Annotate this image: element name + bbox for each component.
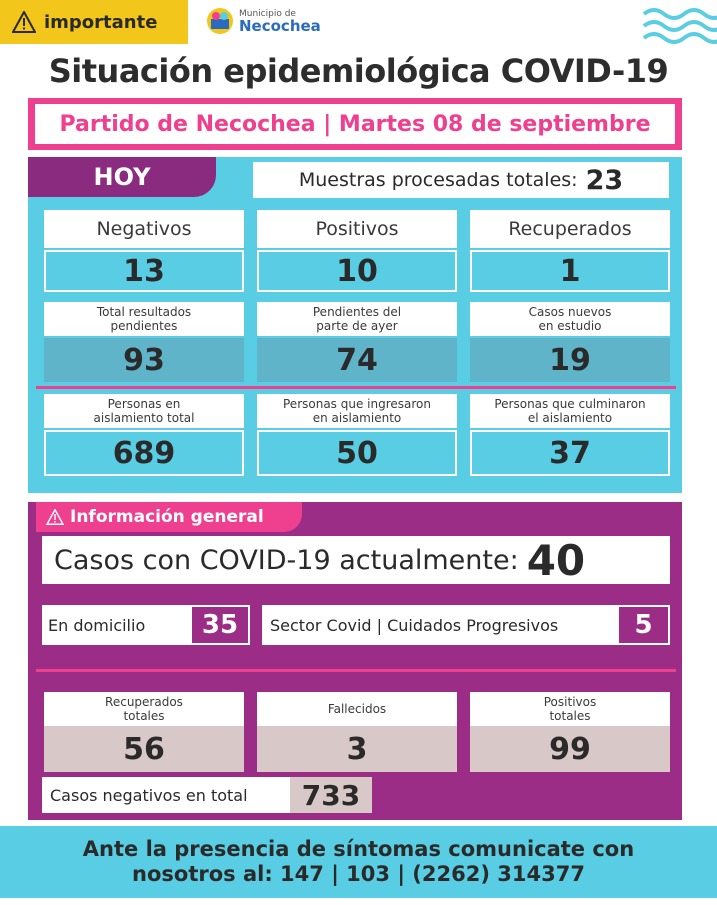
hoy-tab: HOY xyxy=(28,157,216,197)
sector-label-box: Sector Covid | Cuidados Progresivos xyxy=(262,605,617,645)
recuperados-totales-label-2: totales xyxy=(123,709,165,723)
culminaron-label-1: Personas que culminaron xyxy=(494,397,646,411)
negativos-total-label-box: Casos negativos en total xyxy=(42,777,290,813)
pendientes-ayer-label-2: parte de ayer xyxy=(316,319,398,333)
warning-icon xyxy=(46,509,64,525)
sector-value: 5 xyxy=(617,605,670,645)
page-title: Situación epidemiológica COVID-19 xyxy=(48,52,669,90)
culminaron-card-label: Personas que culminaron el aislamiento xyxy=(470,394,670,428)
muestras-box: Muestras procesadas totales: 23 xyxy=(253,162,669,198)
municipio-logo: Municipio de Necochea xyxy=(205,6,321,36)
pendientes-label-1: Total resultados xyxy=(96,305,192,319)
municipio-emblem-icon xyxy=(207,8,233,34)
recuperados-totales-card-label: Recuperados totales xyxy=(44,692,244,726)
pendientes-label-2: pendientes xyxy=(110,319,178,333)
aislamiento-total-card-label: Personas en aislamiento total xyxy=(44,394,244,428)
subtitle-bar: Partido de Necochea | Martes 08 de septi… xyxy=(28,98,682,150)
casos-nuevos-value: 19 xyxy=(470,338,670,382)
recuperados-label: Recuperados xyxy=(508,218,632,240)
ingresaron-label-1: Personas que ingresaron xyxy=(283,397,431,411)
positivos-totales-label-1: Positivos xyxy=(543,695,597,709)
casos-actuales-label: Casos con COVID-19 actualmente: xyxy=(54,544,519,576)
aislamiento-total-value: 689 xyxy=(44,430,244,476)
aislamiento-total-label-1: Personas en xyxy=(107,397,181,411)
positivos-totales-value: 99 xyxy=(470,726,670,772)
info-tab-label: Información general xyxy=(70,507,264,527)
footer-line1: Ante la presencia de síntomas comunicate… xyxy=(82,837,635,861)
casos-nuevos-card-label: Casos nuevos en estudio xyxy=(470,302,670,336)
today-divider xyxy=(36,386,676,389)
casos-nuevos-label-1: Casos nuevos xyxy=(528,305,612,319)
muestras-label: Muestras procesadas totales: xyxy=(298,169,578,191)
domicilio-label-box: En domicilio xyxy=(42,605,190,645)
casos-actuales-value: 40 xyxy=(526,535,586,585)
negativos-label: Negativos xyxy=(96,218,192,240)
negativos-total-value: 733 xyxy=(290,777,372,813)
pendientes-ayer-value: 74 xyxy=(257,338,457,382)
positivos-totales-card-label: Positivos totales xyxy=(470,692,670,726)
subtitle-text: Partido de Necochea | Martes 08 de septi… xyxy=(59,111,651,137)
ingresaron-value: 50 xyxy=(257,430,457,476)
aislamiento-total-label-2: aislamiento total xyxy=(93,411,195,425)
pendientes-card-label: Total resultados pendientes xyxy=(44,302,244,336)
fallecidos-label-1: Fallecidos xyxy=(327,702,387,716)
culminaron-value: 37 xyxy=(470,430,670,476)
positivos-card-label: Positivos xyxy=(257,210,457,248)
footer-line2: nosotros al: 147 | 103 | (2262) 314377 xyxy=(132,862,585,886)
sector-label: Sector Covid | Cuidados Progresivos xyxy=(270,615,559,635)
casos-nuevos-label-2: en estudio xyxy=(538,319,602,333)
domicilio-value: 35 xyxy=(190,605,250,645)
footer-banner: Ante la presencia de síntomas comunicate… xyxy=(0,826,717,898)
recuperados-card-label: Recuperados xyxy=(470,210,670,248)
logo-line2: Necochea xyxy=(239,16,321,35)
ingresaron-card-label: Personas que ingresaron en aislamiento xyxy=(257,394,457,428)
negativos-value: 13 xyxy=(44,250,244,292)
casos-actuales-box: Casos con COVID-19 actualmente: 40 xyxy=(42,535,670,585)
info-divider xyxy=(36,669,676,672)
culminaron-label-2: el aislamiento xyxy=(527,411,613,425)
muestras-value: 23 xyxy=(585,164,624,196)
positivos-label: Positivos xyxy=(315,218,399,240)
domicilio-label: En domicilio xyxy=(48,615,146,635)
pendientes-value: 93 xyxy=(44,338,244,382)
fallecidos-value: 3 xyxy=(257,726,457,772)
recuperados-totales-value: 56 xyxy=(44,726,244,772)
waves-icon xyxy=(642,8,717,44)
badge-label: importante xyxy=(44,11,158,33)
recuperados-totales-label-1: Recuperados xyxy=(105,695,183,709)
ingresaron-label-2: en aislamiento xyxy=(312,411,402,425)
hoy-label: HOY xyxy=(93,163,151,191)
fallecidos-card-label: Fallecidos xyxy=(257,692,457,726)
pendientes-ayer-card-label: Pendientes del parte de ayer xyxy=(257,302,457,336)
logo-line1: Municipio de xyxy=(239,8,296,19)
recuperados-value: 1 xyxy=(470,250,670,292)
info-tab: Información general xyxy=(36,502,302,532)
warning-icon xyxy=(12,11,36,33)
negativos-card-label: Negativos xyxy=(44,210,244,248)
negativos-total-label: Casos negativos en total xyxy=(50,785,248,805)
positivos-totales-label-2: totales xyxy=(549,709,591,723)
importante-badge: importante xyxy=(0,0,188,44)
pendientes-ayer-label-1: Pendientes del xyxy=(312,305,402,319)
positivos-value: 10 xyxy=(257,250,457,292)
